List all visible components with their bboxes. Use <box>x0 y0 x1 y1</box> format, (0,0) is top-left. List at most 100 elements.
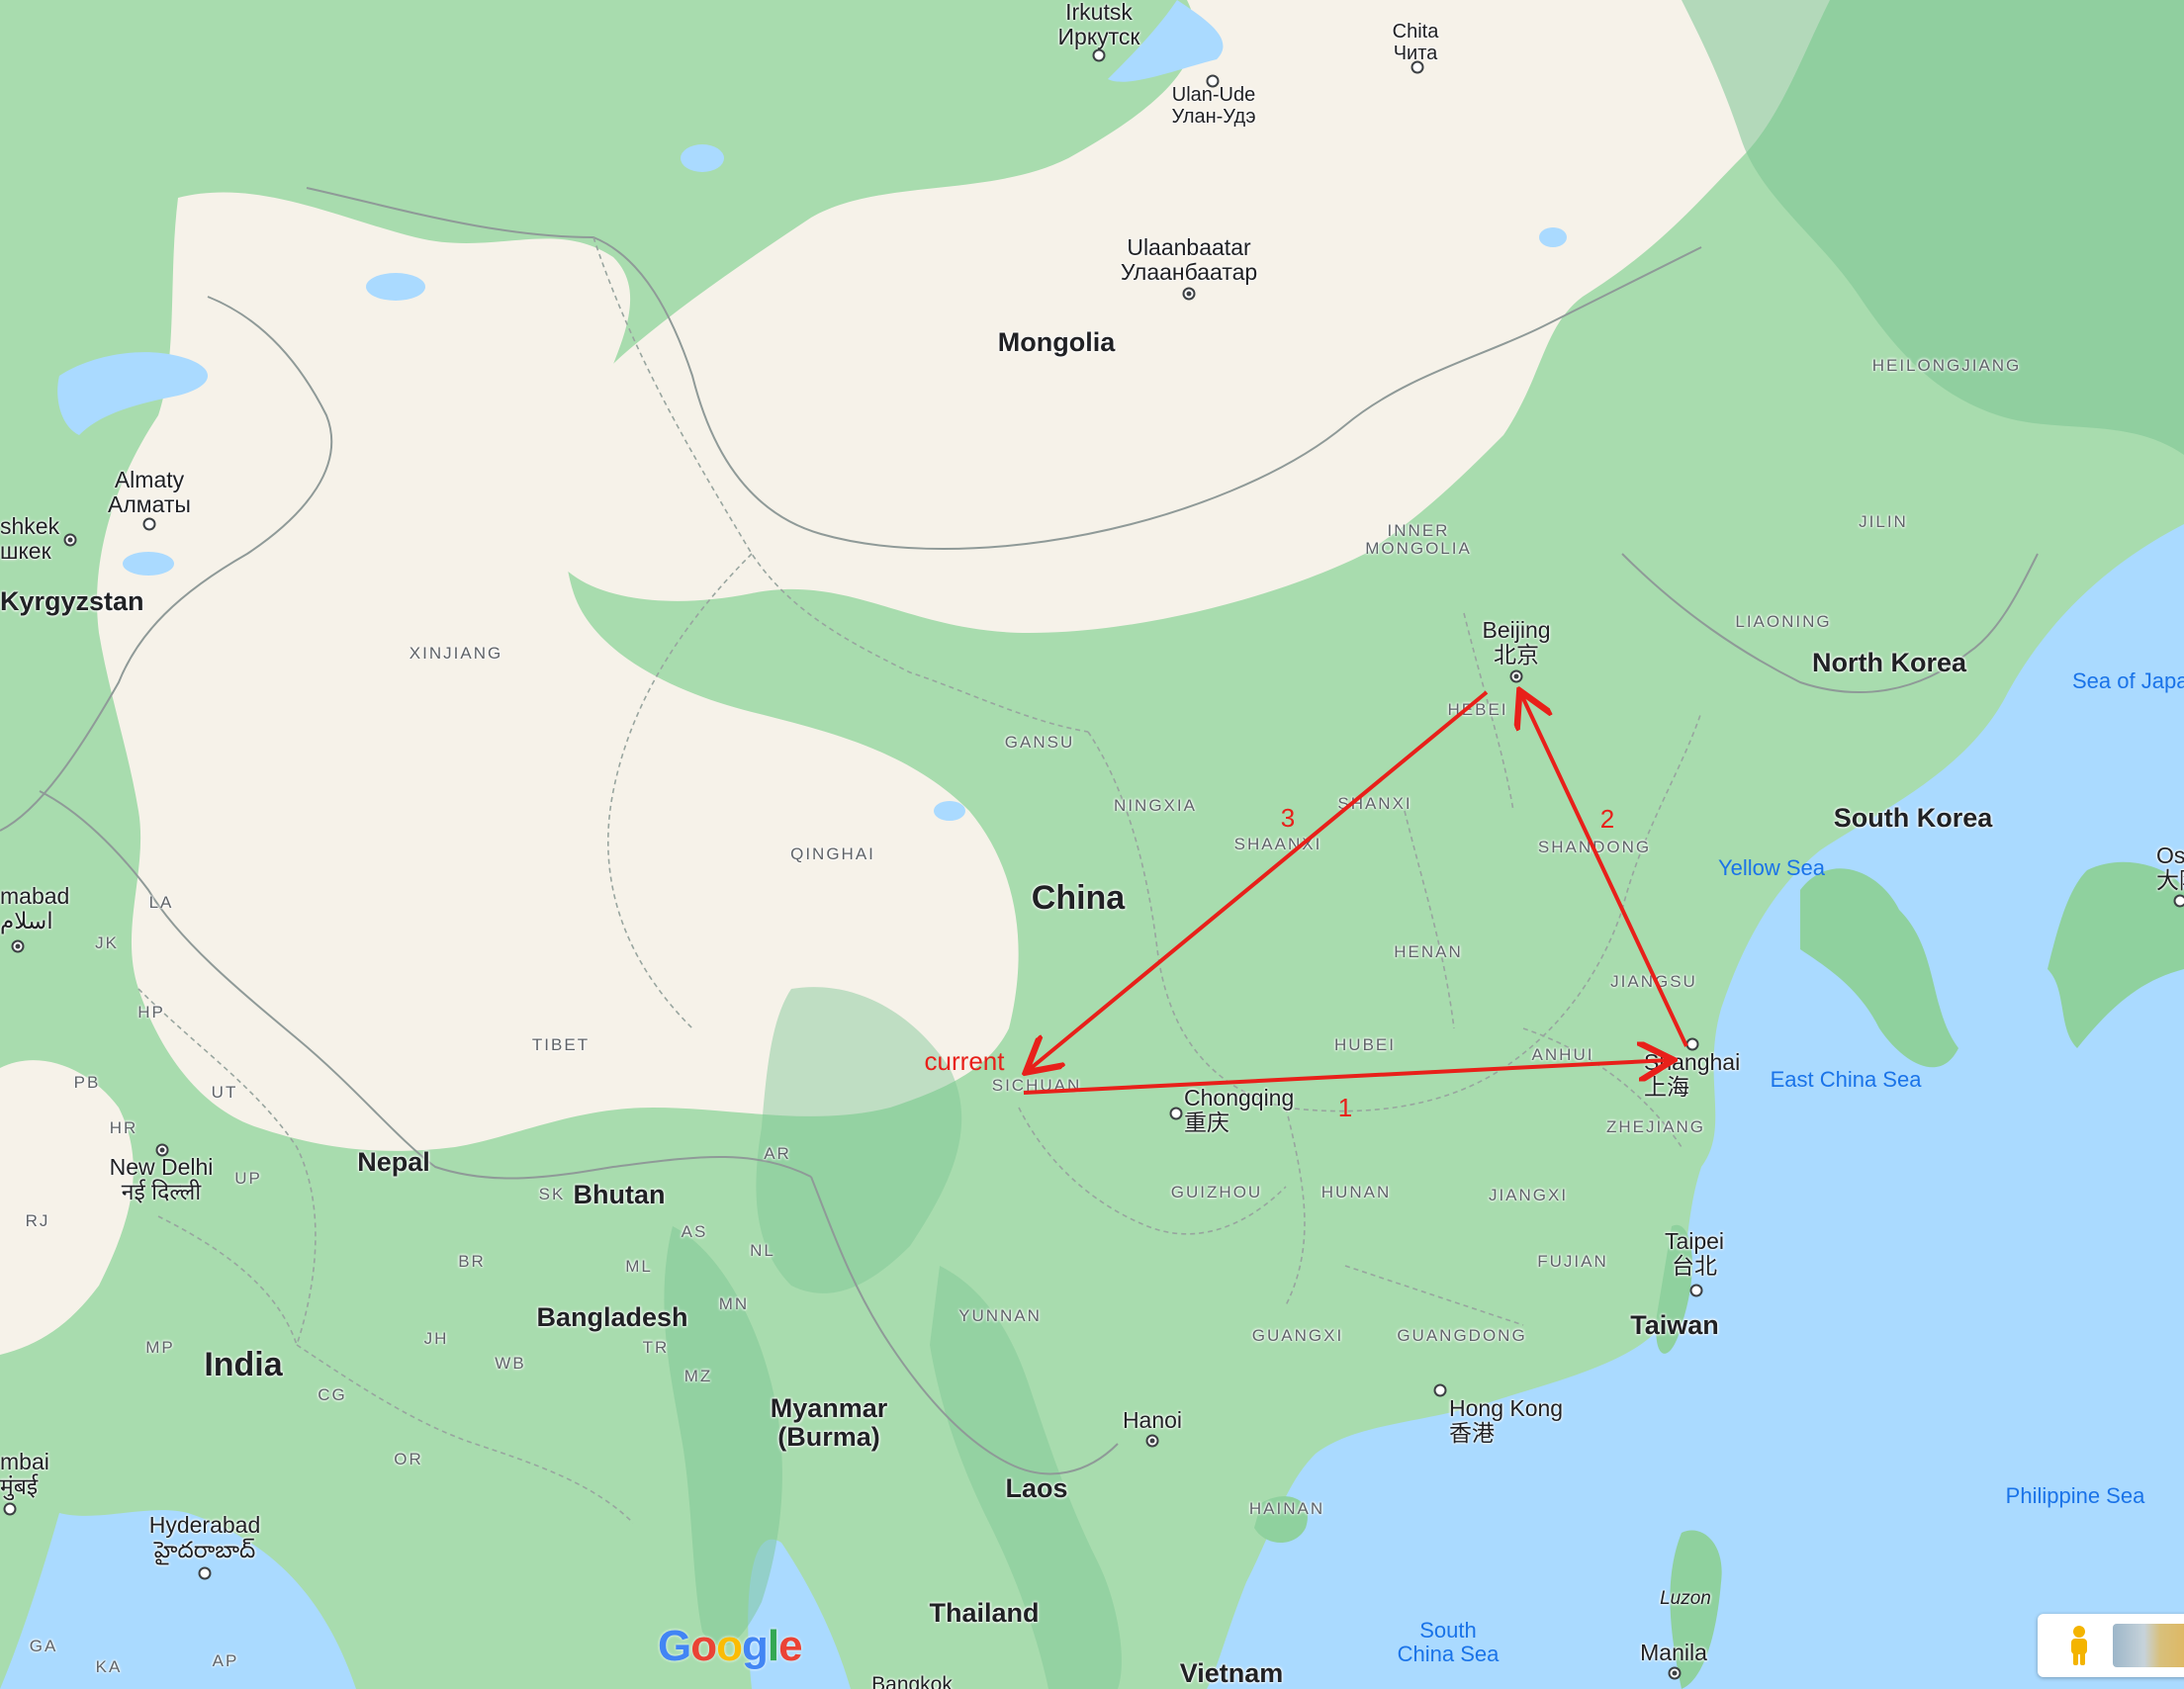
region-label-fujian: FUJIAN <box>1537 1252 1608 1271</box>
water-label-sea-of-japan: Sea of Japa <box>2072 668 2184 693</box>
city-marker-shanghai[interactable] <box>1685 1037 1699 1051</box>
region-label-ut: UT <box>211 1083 238 1102</box>
region-label-wb: WB <box>495 1354 526 1373</box>
region-label-shanxi: SHANXI <box>1337 794 1412 813</box>
city-marker-hong-kong[interactable] <box>1433 1383 1447 1397</box>
region-label-anhui: ANHUI <box>1531 1045 1594 1064</box>
city-label-irkutsk: Irkutsk Иркутск <box>1057 0 1140 49</box>
region-label-ml: ML <box>625 1257 653 1276</box>
water-label-south-china-sea: South China Sea <box>1397 1618 1500 1666</box>
city-marker-beijing[interactable] <box>1509 669 1523 683</box>
region-label-guizhou: GUIZHOU <box>1170 1183 1263 1201</box>
layers-thumbnail[interactable] <box>2113 1624 2184 1667</box>
region-label-shaanxi: SHAANXI <box>1233 835 1322 853</box>
region-label-qinghai: QINGHAI <box>790 844 875 863</box>
city-label-almaty: Almaty Алматы <box>108 467 191 517</box>
city-label-islamabad: mabad اسلام <box>0 883 70 933</box>
city-marker-bishkek[interactable] <box>63 533 77 547</box>
region-label-hr: HR <box>109 1118 138 1137</box>
island-label-luzon: Luzon <box>1660 1588 1711 1609</box>
city-marker-ulaanbaatar[interactable] <box>1182 287 1196 301</box>
region-label-shandong: SHANDONG <box>1537 838 1652 856</box>
water-label-yellow-sea: Yellow Sea <box>1717 855 1826 880</box>
city-label-hong-kong: Hong Kong 香港 <box>1449 1395 1564 1446</box>
city-marker-manila[interactable] <box>1668 1666 1682 1680</box>
city-label-ulan-ude: Ulan-Ude Улан-Удэ <box>1171 84 1256 128</box>
region-label-up: UP <box>234 1169 262 1188</box>
region-label-ar: AR <box>764 1144 791 1163</box>
region-label-cg: CG <box>318 1385 347 1404</box>
city-label-bishkek: shkek шкек <box>0 513 60 564</box>
city-marker-new-delhi[interactable] <box>155 1143 169 1157</box>
region-label-ap: AP <box>212 1651 239 1670</box>
region-label-zhejiang: ZHEJIANG <box>1605 1117 1706 1136</box>
country-label-mongolia: Mongolia <box>997 327 1116 357</box>
region-label-ningxia: NINGXIA <box>1114 796 1197 815</box>
city-label-taipei: Taipei 台北 <box>1664 1228 1725 1279</box>
city-label-beijing: Beijing 北京 <box>1482 617 1551 667</box>
country-label-india: India <box>204 1346 283 1383</box>
city-label-ulaanbaatar: Ulaanbaatar Улаанбаатар <box>1120 234 1258 285</box>
region-label-mp: MP <box>145 1338 175 1357</box>
country-label-vietnam: Vietnam <box>1179 1658 1284 1688</box>
region-label-as: AS <box>681 1222 708 1241</box>
region-label-yunnan: YUNNAN <box>958 1306 1042 1325</box>
region-label-henan: HENAN <box>1394 942 1463 961</box>
country-label-myanmar: Myanmar (Burma) <box>770 1393 888 1453</box>
city-label-chongqing: Chongqing 重庆 <box>1184 1085 1295 1135</box>
map-controls <box>2038 1614 2184 1677</box>
region-label-la: LA <box>148 893 174 912</box>
city-marker-hanoi[interactable] <box>1145 1434 1159 1448</box>
region-label-hp: HP <box>137 1003 165 1022</box>
google-logo: Google <box>658 1622 803 1670</box>
region-label-tr: TR <box>642 1338 670 1357</box>
region-label-jh: JH <box>423 1329 449 1348</box>
country-label-taiwan: Taiwan <box>1630 1310 1719 1340</box>
region-label-mn: MN <box>718 1294 750 1313</box>
region-label-jilin: JILIN <box>1859 512 1908 531</box>
region-label-hunan: HUNAN <box>1320 1183 1392 1201</box>
city-marker-ulan-ude[interactable] <box>1206 74 1220 88</box>
city-marker-chita[interactable] <box>1410 60 1424 74</box>
region-label-heilongjiang: HEILONGJIANG <box>1871 356 2022 375</box>
region-label-nl: NL <box>750 1241 775 1260</box>
city-label-new-delhi: New Delhi नई दिल्ली <box>109 1154 214 1204</box>
region-label-ka: KA <box>95 1657 123 1676</box>
route-label-3: 3 <box>1280 803 1296 833</box>
region-label-tibet: TIBET <box>531 1035 591 1054</box>
region-label-gansu: GANSU <box>1004 733 1075 752</box>
country-label-bangladesh: Bangladesh <box>536 1302 688 1332</box>
pegman-icon[interactable] <box>2059 1624 2099 1672</box>
region-label-inner-mongolia: INNER MONGOLIA <box>1365 521 1472 559</box>
city-marker-chongqing[interactable] <box>1169 1107 1183 1120</box>
region-label-liaoning: LIAONING <box>1735 612 1832 631</box>
city-label-hanoi: Hanoi <box>1122 1407 1183 1433</box>
region-label-rj: RJ <box>25 1211 50 1230</box>
city-label-bangkok: Bangkok <box>871 1673 953 1689</box>
city-marker-osaka[interactable] <box>2173 894 2184 908</box>
city-marker-hyderabad[interactable] <box>198 1566 212 1580</box>
city-marker-mumbai[interactable] <box>3 1502 17 1516</box>
country-label-china: China <box>1031 879 1126 917</box>
city-marker-almaty[interactable] <box>142 517 156 531</box>
city-label-osaka: Osa大阪 <box>2156 843 2184 893</box>
country-label-laos: Laos <box>1005 1473 1068 1503</box>
route-label-1: 1 <box>1337 1093 1353 1122</box>
city-marker-irkutsk[interactable] <box>1092 48 1106 62</box>
country-label-kyrgyzstan: Kyrgyzstan <box>0 586 144 616</box>
water-label-east-china-sea: East China Sea <box>1770 1067 1922 1092</box>
region-label-sk: SK <box>538 1185 566 1203</box>
region-label-jk: JK <box>95 933 119 952</box>
city-marker-islamabad[interactable] <box>11 939 25 953</box>
current-location-label: current <box>924 1046 1005 1076</box>
city-marker-taipei[interactable] <box>1689 1284 1703 1297</box>
region-label-xinjiang: XINJIANG <box>409 644 503 663</box>
country-label-bhutan: Bhutan <box>573 1180 666 1209</box>
region-label-guangdong: GUANGDONG <box>1397 1326 1527 1345</box>
city-label-hyderabad: Hyderabad హైదరాబాద్ <box>148 1512 261 1562</box>
city-label-manila: Manila <box>1640 1640 1707 1665</box>
region-label-jiangxi: JIANGXI <box>1488 1186 1569 1204</box>
region-label-pb: PB <box>73 1073 101 1092</box>
